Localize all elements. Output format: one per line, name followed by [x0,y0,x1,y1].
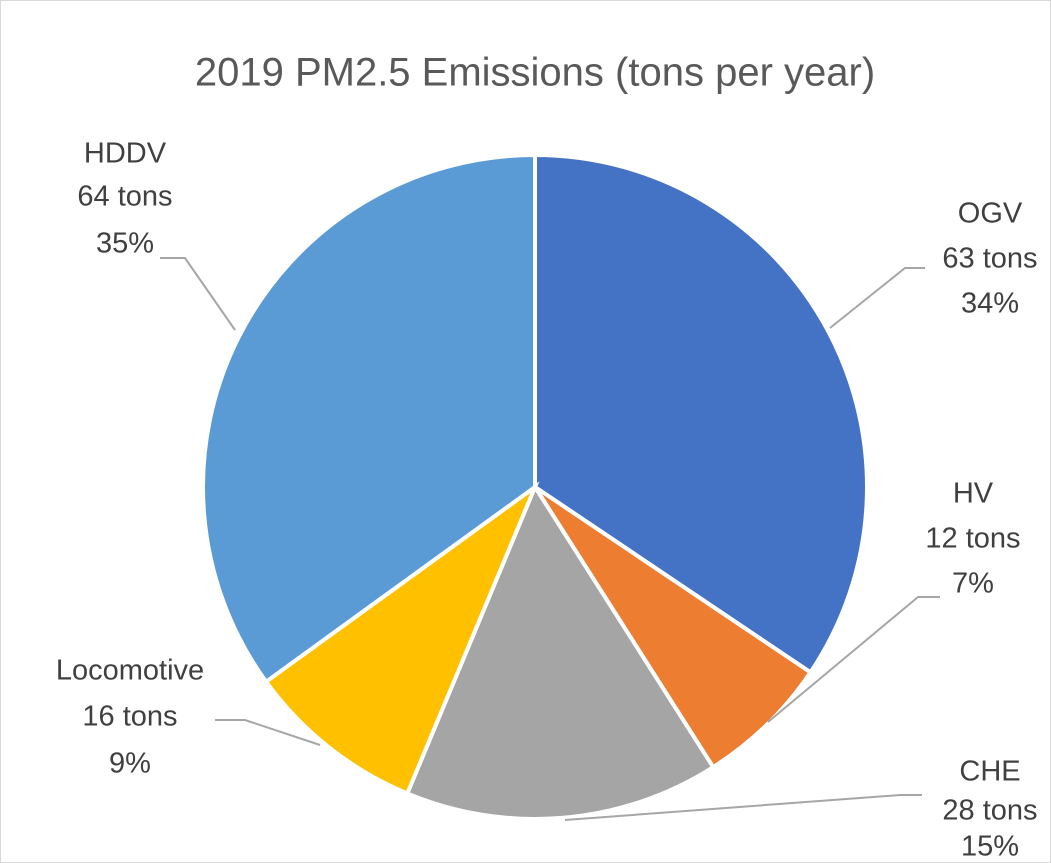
pie-slice [201,152,537,685]
slice-label-value: 12 tons [925,523,1020,555]
slice-label-percent: 15% [961,831,1019,863]
slice-label-name: HDDV [84,138,167,170]
slice-label-value: 64 tons [77,181,172,213]
leader-line [829,267,925,329]
slice-label-value: 63 tons [942,243,1037,275]
slice-label-percent: 9% [109,748,151,780]
slice-label-percent: 35% [96,228,154,260]
slice-label-percent: 34% [961,288,1019,320]
slice-label-name: Locomotive [56,655,204,687]
pie-slice [404,482,716,821]
pie-slice [533,152,869,676]
slice-label-percent: 7% [952,568,994,600]
leader-line [160,257,236,331]
pie-slice [263,481,540,797]
leader-line [767,596,940,723]
leader-line [215,719,321,746]
slice-label-value: 28 tons [942,795,1037,827]
slice-label-name: CHE [959,756,1020,788]
leader-line [564,794,922,821]
pie-slice [533,485,814,770]
chart-title: 2019 PM2.5 Emissions (tons per year) [195,51,875,95]
slice-label-name: HV [953,478,994,510]
slice-label-value: 16 tons [82,701,177,733]
slice-label-name: OGV [958,198,1023,230]
